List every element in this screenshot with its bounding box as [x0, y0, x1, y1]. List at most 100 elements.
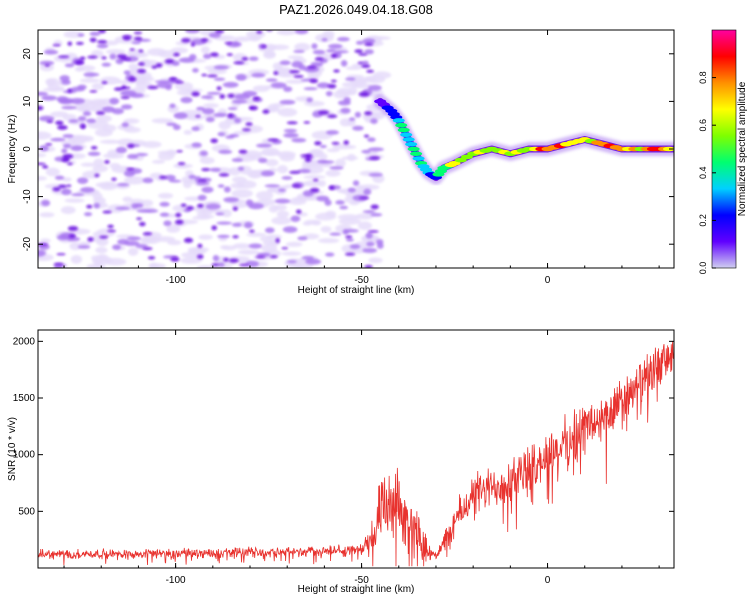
noise-blob — [339, 205, 349, 210]
noise-blob — [96, 111, 105, 115]
noise-blob — [206, 91, 222, 95]
noise-blob — [80, 104, 91, 113]
noise-blob — [340, 59, 348, 67]
noise-blob — [237, 166, 245, 171]
noise-blob — [188, 174, 197, 180]
noise-blob — [77, 116, 87, 122]
noise-blob — [136, 217, 142, 221]
noise-blob — [354, 111, 362, 118]
noise-blob — [364, 49, 374, 55]
noise-blob — [119, 57, 132, 61]
noise-blob — [117, 183, 130, 187]
colorbar-tick-label: 0.4 — [698, 167, 708, 180]
noise-blob — [245, 122, 253, 126]
noise-blob — [199, 214, 215, 219]
noise-blob — [264, 184, 280, 188]
noise-blob — [133, 31, 143, 35]
noise-blob — [68, 234, 76, 239]
ridge-spot — [407, 146, 420, 152]
noise-blob — [62, 134, 74, 138]
noise-blob — [237, 249, 260, 255]
noise-blob — [176, 150, 183, 153]
noise-blob — [38, 91, 49, 96]
noise-blob — [344, 252, 356, 256]
noise-blob — [68, 119, 79, 123]
noise-blob — [330, 79, 337, 83]
noise-blob — [202, 107, 215, 115]
noise-blob — [333, 69, 340, 73]
noise-blob — [311, 43, 318, 50]
noise-blob — [326, 148, 340, 153]
noise-blob — [47, 78, 58, 83]
noise-blob — [95, 246, 108, 254]
x-tick-label: 0 — [545, 275, 551, 286]
noise-blob — [263, 50, 276, 58]
noise-blob — [56, 253, 66, 256]
noise-blob — [111, 177, 117, 181]
noise-blob — [362, 247, 378, 254]
noise-blob — [184, 237, 193, 243]
noise-blob — [357, 221, 373, 230]
noise-blob — [97, 40, 107, 44]
noise-blob — [170, 256, 180, 262]
colorbar-tick-label: 0.8 — [698, 71, 708, 84]
noise-blob — [200, 38, 209, 43]
noise-blob — [38, 131, 52, 140]
noise-blob — [292, 184, 301, 188]
noise-blob — [89, 90, 98, 93]
noise-blob — [196, 182, 210, 186]
noise-blob — [196, 106, 205, 111]
y-tick-label: 1000 — [13, 450, 36, 461]
noise-blob — [151, 65, 158, 69]
noise-blob — [325, 169, 341, 177]
noise-blob — [276, 210, 290, 218]
noise-blob — [39, 238, 51, 244]
noise-blob — [123, 176, 146, 185]
noise-blob — [232, 40, 240, 47]
noise-blob — [259, 150, 282, 156]
noise-blob — [169, 77, 178, 81]
noise-blob — [191, 126, 200, 132]
noise-blob — [67, 162, 73, 166]
noise-blob — [131, 203, 139, 209]
colorbar-strip — [711, 29, 737, 269]
noise-blob — [343, 229, 359, 233]
noise-blob — [370, 118, 378, 125]
noise-blob — [329, 232, 342, 236]
y-tick-label: 2000 — [13, 336, 36, 347]
noise-blob — [208, 32, 221, 38]
x-tick-label: -50 — [354, 575, 369, 586]
noise-blob — [333, 50, 349, 54]
noise-blob — [142, 247, 153, 251]
snr-x-label: Height of straight line (km) — [298, 584, 415, 595]
noise-blob — [105, 49, 126, 55]
noise-blob — [89, 37, 97, 43]
ridge-spot — [395, 122, 408, 128]
noise-blob — [192, 68, 199, 73]
noise-blob — [335, 200, 345, 205]
noise-blob — [63, 31, 84, 39]
noise-blob — [348, 117, 356, 121]
noise-blob — [197, 203, 204, 208]
noise-blob — [136, 209, 152, 213]
noise-blob — [200, 46, 210, 54]
noise-blob — [109, 97, 120, 105]
noise-blob — [99, 235, 109, 239]
noise-blob — [142, 232, 153, 236]
noise-blob — [369, 113, 385, 120]
spectrogram-signal-ridge — [373, 94, 674, 185]
noise-blob — [62, 113, 77, 121]
noise-blob — [357, 184, 380, 191]
noise-blob — [178, 57, 195, 63]
noise-blob — [90, 145, 98, 150]
noise-blob — [315, 33, 334, 43]
noise-blob — [112, 244, 121, 250]
noise-blob — [336, 189, 347, 193]
noise-blob — [282, 226, 298, 233]
noise-blob — [248, 243, 263, 249]
noise-blob — [45, 64, 50, 67]
noise-blob — [349, 244, 361, 249]
noise-blob — [372, 71, 392, 79]
noise-blob — [228, 167, 241, 176]
noise-blob — [238, 263, 249, 267]
